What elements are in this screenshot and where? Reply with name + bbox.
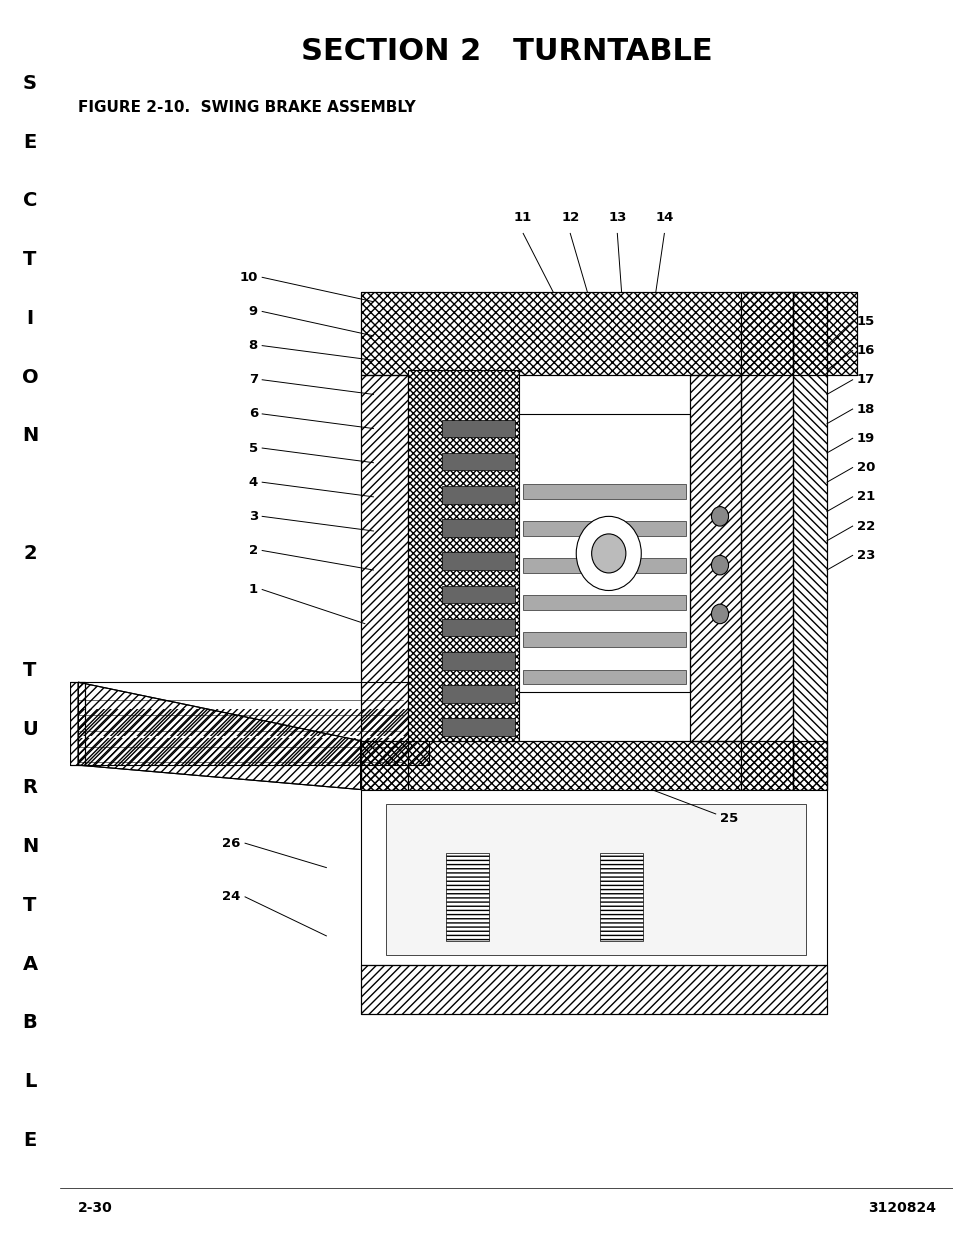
Bar xyxy=(360,291,856,375)
Text: 2-30: 2-30 xyxy=(78,1200,112,1215)
Bar xyxy=(441,552,514,571)
Text: 19: 19 xyxy=(856,432,874,445)
Circle shape xyxy=(711,506,728,526)
Bar xyxy=(740,291,792,789)
Text: 13: 13 xyxy=(607,211,626,224)
Text: 2: 2 xyxy=(249,543,257,557)
Text: A: A xyxy=(23,955,37,973)
Bar xyxy=(518,414,689,692)
Bar xyxy=(689,375,740,741)
Bar xyxy=(360,375,407,789)
Text: 22: 22 xyxy=(856,520,874,532)
Bar xyxy=(441,719,514,736)
Text: 14: 14 xyxy=(655,211,673,224)
Bar xyxy=(360,789,826,966)
Text: B: B xyxy=(23,1013,37,1032)
Text: 20: 20 xyxy=(856,461,875,474)
Text: 7: 7 xyxy=(249,373,257,387)
Bar xyxy=(792,291,826,789)
Bar xyxy=(360,291,856,375)
Text: 26: 26 xyxy=(222,836,240,850)
Bar xyxy=(70,682,85,766)
Bar xyxy=(599,853,642,941)
Text: 18: 18 xyxy=(856,403,875,415)
Text: 15: 15 xyxy=(856,315,874,327)
Text: 17: 17 xyxy=(856,373,874,387)
Bar xyxy=(441,519,514,537)
Bar xyxy=(441,619,514,636)
Text: T: T xyxy=(23,895,37,915)
Bar xyxy=(360,966,826,1014)
Text: T: T xyxy=(23,251,37,269)
Text: T: T xyxy=(23,661,37,680)
Bar xyxy=(522,669,685,684)
Text: 11: 11 xyxy=(514,211,532,224)
Bar xyxy=(792,291,826,789)
Bar xyxy=(522,484,685,499)
Bar xyxy=(522,595,685,610)
Bar xyxy=(78,737,429,766)
Text: 3120824: 3120824 xyxy=(867,1200,935,1215)
Text: N: N xyxy=(22,837,38,856)
Text: 1: 1 xyxy=(249,583,257,597)
Text: E: E xyxy=(24,132,36,152)
Text: 21: 21 xyxy=(856,490,874,504)
Bar xyxy=(446,853,489,941)
Circle shape xyxy=(576,516,640,590)
Bar xyxy=(441,652,514,669)
Bar xyxy=(522,632,685,647)
Text: 23: 23 xyxy=(856,548,875,562)
Text: U: U xyxy=(22,720,38,739)
Text: SECTION 2   TURNTABLE: SECTION 2 TURNTABLE xyxy=(301,37,712,67)
Bar xyxy=(386,804,804,956)
Circle shape xyxy=(591,534,625,573)
Bar xyxy=(407,370,518,741)
Circle shape xyxy=(711,556,728,574)
Bar xyxy=(522,521,685,536)
Text: 8: 8 xyxy=(249,340,257,352)
Bar xyxy=(740,291,792,789)
Text: 12: 12 xyxy=(560,211,578,224)
Bar xyxy=(360,375,407,789)
Text: 24: 24 xyxy=(222,890,240,903)
Bar xyxy=(360,741,826,789)
Text: N: N xyxy=(22,426,38,445)
Text: I: I xyxy=(27,309,33,327)
Bar xyxy=(441,453,514,471)
Text: 5: 5 xyxy=(249,442,257,454)
Text: 10: 10 xyxy=(239,270,257,284)
Text: 16: 16 xyxy=(856,345,875,357)
Bar xyxy=(360,741,826,789)
Text: 2: 2 xyxy=(23,543,37,563)
Bar xyxy=(522,558,685,573)
Text: R: R xyxy=(23,778,37,798)
Text: FIGURE 2-10.  SWING BRAKE ASSEMBLY: FIGURE 2-10. SWING BRAKE ASSEMBLY xyxy=(78,100,416,115)
Text: 6: 6 xyxy=(249,408,257,420)
Text: C: C xyxy=(23,191,37,210)
Bar xyxy=(78,682,429,766)
Text: 9: 9 xyxy=(249,305,257,317)
Bar xyxy=(441,585,514,603)
Bar xyxy=(78,709,429,736)
Bar xyxy=(407,370,518,741)
Text: 3: 3 xyxy=(249,510,257,522)
Bar xyxy=(441,685,514,703)
Bar xyxy=(360,966,826,1014)
Text: S: S xyxy=(23,74,37,93)
Text: 25: 25 xyxy=(720,813,738,825)
Text: E: E xyxy=(24,1131,36,1150)
Text: O: O xyxy=(22,368,38,387)
Circle shape xyxy=(711,604,728,624)
Bar xyxy=(689,375,740,741)
Text: 4: 4 xyxy=(249,475,257,489)
Bar xyxy=(441,420,514,437)
Bar xyxy=(441,487,514,504)
Bar xyxy=(70,682,85,766)
Text: L: L xyxy=(24,1072,36,1091)
